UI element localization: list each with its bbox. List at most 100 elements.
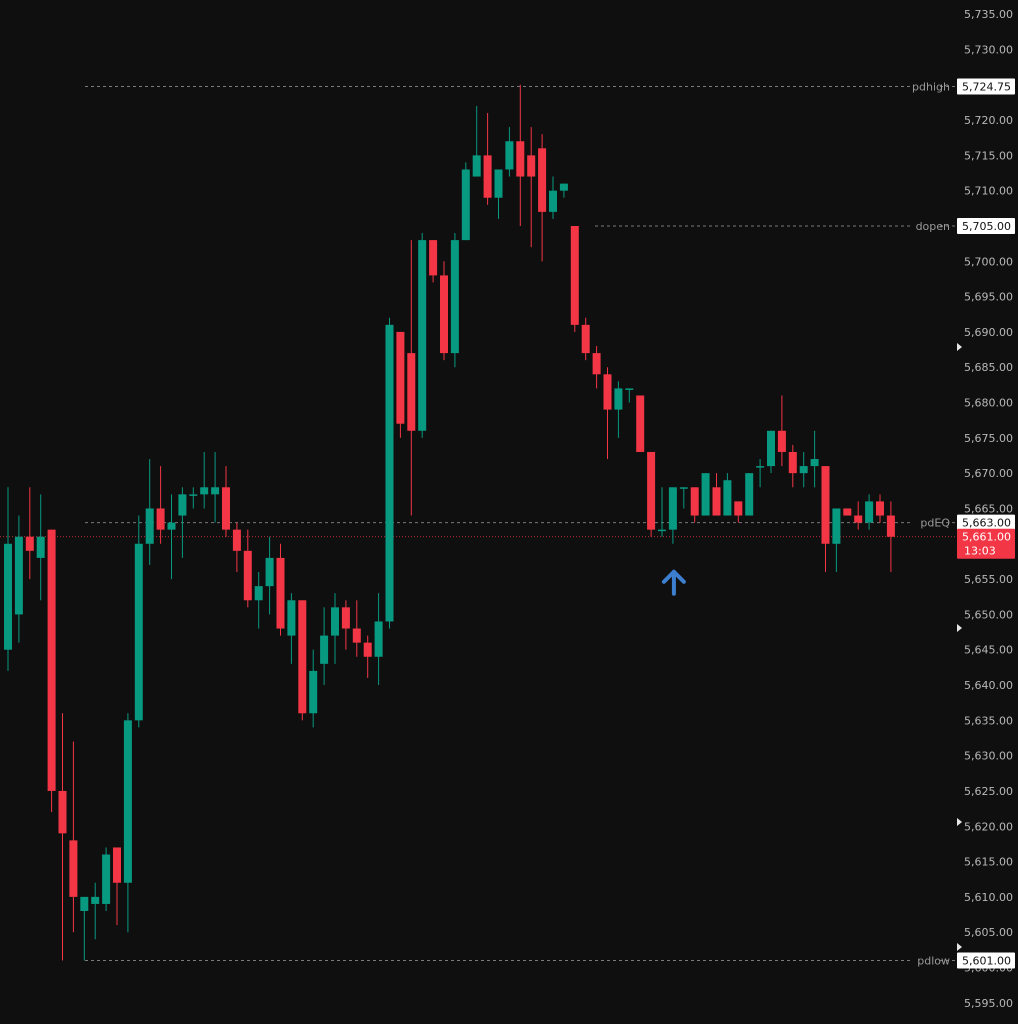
y-tick-label: 5,715.00 bbox=[964, 149, 1013, 162]
candle-up bbox=[4, 543, 12, 650]
candle-down bbox=[429, 240, 438, 276]
candle-up bbox=[189, 494, 198, 496]
y-tick-label: 5,720.00 bbox=[964, 114, 1013, 127]
candle-up bbox=[418, 240, 427, 431]
y-tick-label: 5,605.00 bbox=[964, 926, 1013, 939]
candle-down bbox=[690, 487, 699, 516]
candle-up bbox=[549, 190, 557, 212]
candle-up bbox=[254, 586, 263, 601]
y-tick-label: 5,665.00 bbox=[964, 502, 1013, 515]
y-tick-label: 5,635.00 bbox=[964, 714, 1013, 727]
candle-up bbox=[374, 621, 383, 657]
candle-up bbox=[767, 430, 775, 467]
candle-up bbox=[494, 169, 503, 198]
y-tick-label: 5,630.00 bbox=[964, 750, 1013, 763]
y-tick-label: 5,695.00 bbox=[964, 291, 1013, 304]
candle-up bbox=[167, 522, 176, 530]
level-price-badge bbox=[957, 952, 1015, 969]
candle-down bbox=[113, 847, 121, 883]
candle-down bbox=[603, 374, 612, 410]
y-tick-label: 5,685.00 bbox=[964, 361, 1013, 374]
candle-down bbox=[25, 536, 34, 551]
y-tick-label: 5,655.00 bbox=[964, 573, 1013, 586]
candle-down bbox=[47, 529, 56, 791]
level-labels: pdhigh 5,724.75 dopen 5,705.00 pdEQ 5,663.00 p… bbox=[912, 78, 1015, 969]
y-tick-label: 5,680.00 bbox=[964, 397, 1013, 410]
last-price-badge bbox=[957, 528, 1015, 559]
candle-down bbox=[352, 628, 361, 643]
candle-down bbox=[58, 790, 67, 834]
candle-down bbox=[886, 515, 895, 537]
candle-up bbox=[756, 466, 765, 468]
candle-up bbox=[265, 557, 274, 587]
candle-down bbox=[777, 430, 786, 452]
level-name-label: pdEQ bbox=[920, 517, 950, 530]
candle-up bbox=[679, 487, 688, 489]
level-price-label: 5,601.00 bbox=[962, 954, 1011, 967]
candle-up bbox=[309, 670, 318, 714]
candle-up bbox=[145, 508, 154, 544]
candle-down bbox=[592, 353, 601, 375]
candle-up bbox=[91, 896, 100, 904]
candle-down bbox=[516, 141, 525, 177]
candle-up bbox=[614, 388, 623, 410]
annotations bbox=[661, 569, 686, 596]
candle-down bbox=[636, 395, 645, 452]
candle-down bbox=[440, 275, 448, 354]
candle-down bbox=[363, 642, 372, 657]
candle-up bbox=[505, 141, 514, 170]
y-tick-label: 5,625.00 bbox=[964, 785, 1013, 798]
level-lines bbox=[0, 86, 955, 961]
candle-up bbox=[461, 169, 470, 241]
last-price-label: 5,661.00 bbox=[962, 531, 1011, 544]
y-tick-label: 5,735.00 bbox=[964, 8, 1013, 21]
candle-down bbox=[821, 466, 830, 544]
candle-down bbox=[647, 451, 656, 530]
y-tick-label: 5,700.00 bbox=[964, 255, 1013, 268]
level-name-label: dopen bbox=[916, 220, 950, 233]
level-name-label: pdhigh bbox=[912, 81, 950, 94]
level-price-badge bbox=[957, 217, 1015, 234]
candle-countdown: 13:03 bbox=[964, 545, 996, 558]
candle-down bbox=[712, 487, 721, 516]
y-tick-label: 5,710.00 bbox=[964, 185, 1013, 198]
axis-marker-icon bbox=[957, 818, 962, 826]
y-tick-label: 5,620.00 bbox=[964, 820, 1013, 833]
candle-up bbox=[723, 480, 732, 516]
candle-down bbox=[581, 324, 590, 354]
candle-down bbox=[69, 840, 78, 897]
candle-up bbox=[625, 388, 634, 390]
candle-up bbox=[799, 466, 808, 474]
candle-down bbox=[156, 508, 165, 530]
candle-down bbox=[298, 600, 307, 714]
candle-up bbox=[200, 487, 209, 495]
candle-up bbox=[559, 183, 568, 191]
level-price-badge bbox=[957, 514, 1015, 531]
y-tick-label: 5,615.00 bbox=[964, 856, 1013, 869]
candle-up bbox=[865, 501, 874, 523]
candle-down bbox=[483, 155, 492, 198]
price-axis[interactable]: 5,735.005,730.005,725.005,720.005,715.00… bbox=[957, 8, 1013, 1010]
candle-down bbox=[232, 529, 241, 551]
candle-up bbox=[450, 240, 459, 354]
candle-up bbox=[14, 536, 23, 615]
candle-down bbox=[854, 515, 863, 523]
candle-down bbox=[407, 353, 416, 431]
candle-down bbox=[843, 508, 852, 516]
y-tick-label: 5,730.00 bbox=[964, 43, 1013, 56]
candle-down bbox=[570, 225, 579, 325]
candle-down bbox=[788, 451, 797, 474]
candle-up bbox=[287, 600, 296, 636]
candle-up bbox=[810, 459, 819, 467]
y-tick-label: 5,690.00 bbox=[964, 326, 1013, 339]
candle-down bbox=[222, 487, 230, 530]
candle-up bbox=[331, 607, 339, 636]
candle-up bbox=[36, 536, 45, 558]
candle-up bbox=[472, 155, 481, 177]
axis-marker-icon bbox=[957, 624, 962, 632]
candle-down bbox=[276, 557, 285, 629]
y-tick-label: 5,640.00 bbox=[964, 679, 1013, 692]
